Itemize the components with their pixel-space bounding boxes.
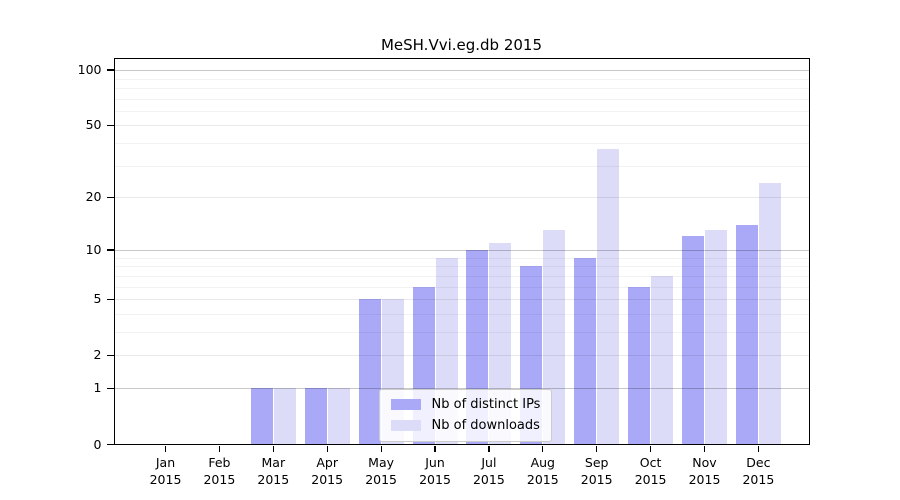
legend: Nb of distinct IPs Nb of downloads — [378, 389, 553, 442]
legend-label-distinct-ips: Nb of distinct IPs — [431, 397, 541, 412]
x-tick-month: May — [368, 454, 395, 470]
y-tickmark — [106, 249, 114, 251]
chart-title: MeSH.Vvi.eg.db 2015 — [380, 36, 543, 54]
x-tick-label: May 2015 — [341, 454, 421, 489]
x-tick-label: Mar 2015 — [233, 454, 313, 489]
x-tick-year: 2015 — [203, 472, 236, 487]
x-tick-label: Jun 2015 — [395, 454, 475, 489]
x-tick-month: Nov — [692, 454, 717, 470]
bar-distinct-ips — [682, 236, 704, 445]
x-tick-month: Jun — [425, 454, 445, 470]
x-tick-year: 2015 — [311, 472, 344, 487]
bar-distinct-ips — [304, 388, 327, 445]
x-tick-year: 2015 — [257, 472, 290, 487]
bar-downloads — [597, 149, 620, 445]
y-tickmark — [106, 196, 114, 199]
x-tickmark — [703, 446, 706, 452]
x-tick-label: Aug 2015 — [503, 454, 583, 489]
x-tick-label: Feb 2015 — [179, 454, 259, 489]
bars-layer — [114, 58, 810, 445]
legend-label-downloads: Nb of downloads — [431, 418, 540, 433]
y-tick-label: 20 — [85, 189, 102, 205]
x-tick-year: 2015 — [526, 472, 559, 487]
x-tick-year: 2015 — [149, 472, 182, 487]
x-tick-label: Jul 2015 — [449, 454, 529, 489]
x-tick-month: Mar — [261, 454, 286, 470]
plot-area: Nb of distinct IPs Nb of downloads — [113, 58, 810, 445]
legend-item-downloads: Nb of downloads — [390, 418, 541, 433]
y-tick-label: 1 — [93, 380, 102, 396]
x-tick-label: Sep 2015 — [557, 454, 637, 489]
legend-swatch-distinct-ips — [390, 399, 421, 410]
x-tickmark — [596, 446, 598, 452]
y-tick-label: 0 — [93, 436, 102, 452]
x-tickmark — [326, 446, 328, 452]
bar-distinct-ips — [250, 388, 273, 445]
x-tick-month: Oct — [639, 454, 662, 470]
x-tickmark — [380, 446, 382, 452]
x-tickmark — [488, 446, 490, 452]
bar-downloads — [651, 275, 674, 445]
y-tickmark — [106, 354, 114, 357]
x-tick-year: 2015 — [365, 472, 397, 487]
x-tick-month: Aug — [530, 454, 555, 470]
y-tickmark — [106, 298, 114, 300]
bar-distinct-ips — [735, 224, 758, 445]
x-tickmark — [542, 446, 544, 452]
bar-distinct-ips — [628, 286, 651, 445]
x-tick-label: Dec 2015 — [718, 454, 798, 489]
legend-swatch-downloads — [390, 420, 421, 431]
x-tick-month: Feb — [208, 454, 231, 470]
y-tick-label: 2 — [93, 347, 102, 363]
x-tick-year: 2015 — [419, 472, 451, 487]
y-tick-label: 100 — [77, 62, 102, 77]
x-tickmark — [757, 446, 760, 452]
y-tickmark — [106, 69, 114, 71]
x-tick-year: 2015 — [742, 472, 775, 487]
bar-distinct-ips — [358, 299, 381, 445]
x-tick-year: 2015 — [634, 472, 667, 487]
x-tick-label: Nov 2015 — [665, 454, 745, 489]
bar-downloads — [705, 230, 727, 445]
x-tick-year: 2015 — [688, 472, 721, 487]
bar-distinct-ips — [574, 257, 597, 445]
x-tick-month: Apr — [316, 454, 338, 470]
x-tickmark — [650, 446, 652, 452]
x-tickmark — [434, 446, 436, 452]
bar-downloads — [327, 388, 350, 445]
x-tick-label: Apr 2015 — [287, 454, 367, 489]
legend-item-distinct-ips: Nb of distinct IPs — [390, 397, 541, 412]
bar-downloads — [273, 388, 296, 445]
y-tickmark — [106, 124, 114, 127]
x-tick-month: Jan — [155, 454, 176, 470]
x-tick-label: Jan 2015 — [126, 454, 206, 489]
y-tick-label: 5 — [93, 291, 102, 307]
bar-downloads — [758, 183, 781, 445]
y-tickmark — [106, 443, 114, 446]
x-tick-year: 2015 — [580, 472, 613, 487]
x-tick-month: Dec — [746, 454, 771, 470]
y-tick-label: 10 — [85, 241, 102, 257]
x-tick-month: Sep — [584, 454, 609, 470]
x-tick-year: 2015 — [472, 472, 505, 487]
y-tickmark — [106, 387, 114, 389]
x-tickmark — [164, 446, 167, 452]
x-tickmark — [218, 446, 221, 452]
x-tickmark — [272, 446, 274, 452]
x-tick-label: Oct 2015 — [611, 454, 691, 489]
y-tick-label: 50 — [85, 117, 102, 133]
x-tick-month: Jul — [481, 454, 497, 470]
